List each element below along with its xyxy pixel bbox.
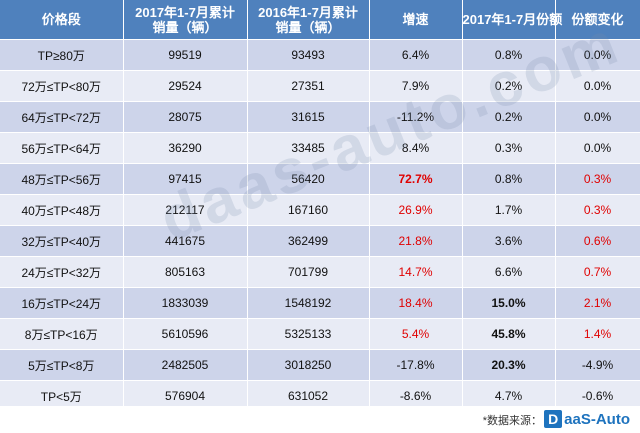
cell-sales-2016: 362499 <box>247 225 370 257</box>
sales-share-table: 价格段 2017年1-7月累计 销量（辆） 2016年1-7月累计 销量（辆） 增速… <box>0 0 640 412</box>
cell-sales-2016: 1548192 <box>247 287 370 319</box>
table-row: 8万≤TP<16万 5610596 5325133 5.4% 45.8% 1.4% <box>0 318 640 350</box>
cell-share-2017: 0.8% <box>462 39 556 71</box>
cell-share-change: 0.6% <box>555 225 640 257</box>
table-row: 72万≤TP<80万 29524 27351 7.9% 0.2% 0.0% <box>0 70 640 102</box>
cell-share-2017: 0.3% <box>462 132 556 164</box>
footer: *数据来源： D aaS-Auto <box>0 406 640 433</box>
cell-share-2017: 0.8% <box>462 163 556 195</box>
cell-growth: 21.8% <box>369 225 463 257</box>
table-row: 40万≤TP<48万 212117 167160 26.9% 1.7% 0.3% <box>0 194 640 226</box>
cell-sales-2016: 31615 <box>247 101 370 133</box>
cell-growth: 18.4% <box>369 287 463 319</box>
cell-growth: 6.4% <box>369 39 463 71</box>
cell-share-2017: 45.8% <box>462 318 556 350</box>
cell-growth: -11.2% <box>369 101 463 133</box>
cell-share-change: 1.4% <box>555 318 640 350</box>
cell-sales-2017: 99519 <box>123 39 248 71</box>
cell-sales-2017: 1833039 <box>123 287 248 319</box>
cell-share-2017: 20.3% <box>462 349 556 381</box>
cell-segment: 72万≤TP<80万 <box>0 70 124 102</box>
cell-segment: TP≥80万 <box>0 39 124 71</box>
cell-share-2017: 1.7% <box>462 194 556 226</box>
cell-share-change: 0.3% <box>555 194 640 226</box>
daas-auto-logo: D aaS-Auto <box>544 408 630 430</box>
header-share-change: 份额变化 <box>555 0 640 40</box>
cell-sales-2016: 27351 <box>247 70 370 102</box>
table-header-row: 价格段 2017年1-7月累计 销量（辆） 2016年1-7月累计 销量（辆） 增速… <box>0 0 640 40</box>
table-row: 48万≤TP<56万 97415 56420 72.7% 0.8% 0.3% <box>0 163 640 195</box>
cell-segment: 16万≤TP<24万 <box>0 287 124 319</box>
cell-growth: 5.4% <box>369 318 463 350</box>
cell-share-2017: 3.6% <box>462 225 556 257</box>
cell-share-2017: 15.0% <box>462 287 556 319</box>
cell-segment: 48万≤TP<56万 <box>0 163 124 195</box>
table-row: 56万≤TP<64万 36290 33485 8.4% 0.3% 0.0% <box>0 132 640 164</box>
cell-growth: 14.7% <box>369 256 463 288</box>
cell-share-change: 0.3% <box>555 163 640 195</box>
table-row: 16万≤TP<24万 1833039 1548192 18.4% 15.0% 2.1% <box>0 287 640 319</box>
table-row: 64万≤TP<72万 28075 31615 -11.2% 0.2% 0.0% <box>0 101 640 133</box>
cell-sales-2017: 441675 <box>123 225 248 257</box>
cell-share-change: 0.0% <box>555 101 640 133</box>
cell-share-change: 0.0% <box>555 70 640 102</box>
header-sales-2017: 2017年1-7月累计 销量（辆） <box>123 0 248 40</box>
cell-sales-2016: 167160 <box>247 194 370 226</box>
logo-mark: D <box>544 410 563 428</box>
cell-sales-2017: 29524 <box>123 70 248 102</box>
cell-share-change: 0.0% <box>555 132 640 164</box>
cell-sales-2017: 5610596 <box>123 318 248 350</box>
cell-sales-2017: 805163 <box>123 256 248 288</box>
cell-growth: -17.8% <box>369 349 463 381</box>
cell-sales-2016: 56420 <box>247 163 370 195</box>
header-share-2017: 2017年1-7月份额 <box>462 0 562 40</box>
table-row: 32万≤TP<40万 441675 362499 21.8% 3.6% 0.6% <box>0 225 640 257</box>
cell-segment: 40万≤TP<48万 <box>0 194 124 226</box>
header-segment: 价格段 <box>0 0 124 40</box>
cell-sales-2016: 3018250 <box>247 349 370 381</box>
cell-segment: 5万≤TP<8万 <box>0 349 124 381</box>
cell-share-2017: 6.6% <box>462 256 556 288</box>
cell-share-change: 0.7% <box>555 256 640 288</box>
cell-segment: 32万≤TP<40万 <box>0 225 124 257</box>
cell-sales-2016: 701799 <box>247 256 370 288</box>
table-body: TP≥80万 99519 93493 6.4% 0.8% 0.0% 72万≤TP<80万 29… <box>0 39 640 412</box>
header-line: 2016年1-7月累计 <box>258 4 358 20</box>
table-row: TP≥80万 99519 93493 6.4% 0.8% 0.0% <box>0 39 640 71</box>
cell-growth: 26.9% <box>369 194 463 226</box>
cell-share-2017: 0.2% <box>462 101 556 133</box>
table-row: 5万≤TP<8万 2482505 3018250 -17.8% 20.3% -4.9% <box>0 349 640 381</box>
header-line: 销量（辆） <box>275 19 341 35</box>
cell-sales-2017: 28075 <box>123 101 248 133</box>
cell-growth: 72.7% <box>369 163 463 195</box>
cell-sales-2017: 36290 <box>123 132 248 164</box>
header-line: 2017年1-7月累计 <box>135 4 235 20</box>
source-label: *数据来源： <box>482 415 542 427</box>
header-line: 销量（辆） <box>152 19 218 35</box>
header-sales-2016: 2016年1-7月累计 销量（辆） <box>247 0 370 40</box>
cell-share-change: 2.1% <box>555 287 640 319</box>
cell-sales-2017: 2482505 <box>123 349 248 381</box>
cell-share-change: 0.0% <box>555 39 640 71</box>
cell-share-change: -4.9% <box>555 349 640 381</box>
cell-segment: 64万≤TP<72万 <box>0 101 124 133</box>
cell-sales-2016: 5325133 <box>247 318 370 350</box>
cell-sales-2017: 212117 <box>123 194 248 226</box>
header-growth: 增速 <box>369 0 463 40</box>
cell-growth: 8.4% <box>369 132 463 164</box>
cell-sales-2016: 93493 <box>247 39 370 71</box>
cell-segment: 8万≤TP<16万 <box>0 318 124 350</box>
cell-segment: 56万≤TP<64万 <box>0 132 124 164</box>
cell-sales-2016: 33485 <box>247 132 370 164</box>
table-row: 24万≤TP<32万 805163 701799 14.7% 6.6% 0.7% <box>0 256 640 288</box>
cell-sales-2017: 97415 <box>123 163 248 195</box>
cell-segment: 24万≤TP<32万 <box>0 256 124 288</box>
cell-growth: 7.9% <box>369 70 463 102</box>
cell-share-2017: 0.2% <box>462 70 556 102</box>
logo-text: aaS-Auto <box>564 410 630 428</box>
